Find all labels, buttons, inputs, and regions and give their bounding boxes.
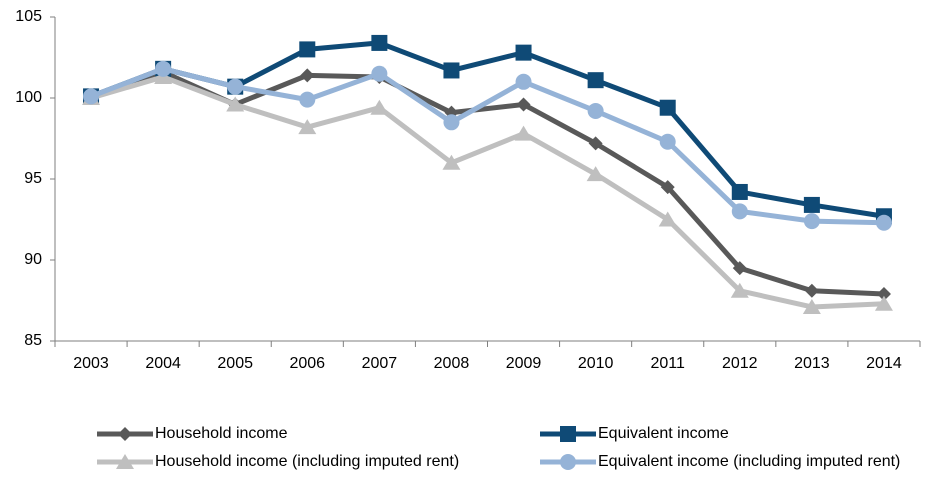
marker <box>731 183 748 200</box>
marker <box>804 283 819 298</box>
marker <box>730 282 749 298</box>
x-tick-label: 2011 <box>651 355 686 372</box>
marker <box>155 60 172 77</box>
marker <box>514 125 533 141</box>
marker <box>371 34 388 51</box>
y-tick-label: 105 <box>15 8 42 25</box>
y-tick-label: 90 <box>24 251 42 268</box>
marker <box>587 102 604 119</box>
marker <box>874 295 893 311</box>
marker <box>371 65 388 82</box>
x-tick-label: 2012 <box>722 355 758 372</box>
marker <box>298 119 317 135</box>
marker <box>803 213 820 230</box>
marker <box>516 97 531 112</box>
marker <box>443 114 460 131</box>
legend-item: Household income <box>97 425 288 442</box>
x-tick-label: 2004 <box>145 355 181 372</box>
marker <box>442 154 461 170</box>
series <box>83 60 892 231</box>
x-tick-label: 2005 <box>217 355 253 372</box>
legend-item: Equivalent income (including imputed ren… <box>540 453 900 470</box>
legend-item: Household income (including imputed rent… <box>97 453 459 470</box>
marker <box>560 454 576 470</box>
marker <box>227 78 244 95</box>
marker <box>588 136 603 151</box>
marker <box>875 214 892 231</box>
x-tick-label: 2010 <box>578 355 614 372</box>
marker <box>732 261 747 276</box>
marker <box>515 44 532 61</box>
marker <box>370 99 389 115</box>
x-tick-label: 2003 <box>73 355 109 372</box>
marker <box>731 203 748 220</box>
marker <box>560 426 576 442</box>
legend-item: Equivalent income <box>540 425 729 442</box>
marker <box>443 62 460 79</box>
marker <box>660 180 675 195</box>
x-tick-label: 2008 <box>434 355 470 372</box>
x-tick-label: 2009 <box>506 355 542 372</box>
marker <box>116 454 134 469</box>
legend-label: Household income <box>155 425 288 442</box>
series <box>83 34 892 225</box>
marker <box>587 72 604 89</box>
x-tick-label: 2006 <box>289 355 325 372</box>
legend-label: Household income (including imputed rent… <box>155 453 459 470</box>
series-line <box>90 74 885 310</box>
y-tick-label: 95 <box>24 170 42 187</box>
series-line <box>90 40 885 219</box>
marker <box>226 96 245 112</box>
marker <box>83 88 100 105</box>
marker <box>803 196 820 213</box>
y-tick-label: 100 <box>15 89 42 106</box>
marker <box>586 166 605 182</box>
marker <box>300 68 315 83</box>
series-line <box>90 69 885 297</box>
marker <box>802 298 821 314</box>
y-tick-label: 85 <box>24 332 42 349</box>
x-tick-label: 2007 <box>362 355 398 372</box>
marker <box>118 427 132 441</box>
legend-label: Equivalent income (including imputed ren… <box>598 453 900 470</box>
series-line <box>90 66 885 226</box>
marker <box>659 133 676 150</box>
marker <box>299 41 316 58</box>
legend-label: Equivalent income <box>598 425 729 442</box>
marker <box>659 99 676 116</box>
marker <box>876 287 891 302</box>
x-tick-label: 2013 <box>794 355 830 372</box>
marker <box>299 91 316 108</box>
marker <box>515 73 532 90</box>
x-tick-label: 2014 <box>866 355 902 372</box>
marker <box>658 211 677 227</box>
